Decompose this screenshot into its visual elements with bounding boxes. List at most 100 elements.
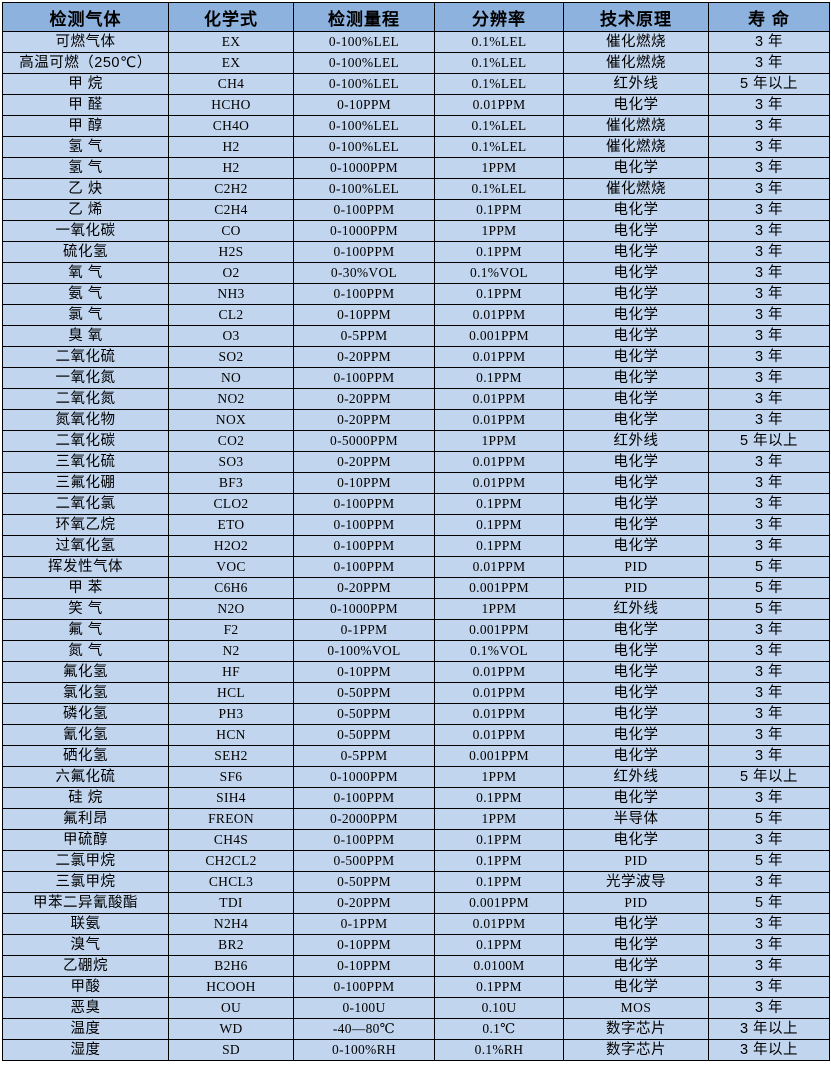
cell-range: 0-100PPM <box>293 514 435 536</box>
cell-gas: 氰化氢 <box>2 724 169 746</box>
cell-formula: BF3 <box>168 472 294 494</box>
cell-formula: SD <box>168 1039 294 1061</box>
cell-range: 0-100%LEL <box>293 115 435 137</box>
table-row: 臭 氧 O3 0-5PPM 0.001PPM 电化学 3 年 <box>2 325 830 347</box>
cell-gas: 一氧化氮 <box>2 367 169 389</box>
cell-range: 0-1000PPM <box>293 766 435 788</box>
table-row: 硒化氢 SEH2 0-5PPM 0.001PPM 电化学 3 年 <box>2 745 830 767</box>
cell-life: 3 年 <box>708 514 830 536</box>
column-header-gas: 检测气体 <box>2 2 169 32</box>
cell-res: 0.1PPM <box>434 787 564 809</box>
cell-life: 3 年 <box>708 94 830 116</box>
cell-tech: PID <box>563 577 709 599</box>
cell-life: 3 年 <box>708 346 830 368</box>
table-row: 一氧化氮 NO 0-100PPM 0.1PPM 电化学 3 年 <box>2 367 830 389</box>
table-row: 三氧化硫 SO3 0-20PPM 0.01PPM 电化学 3 年 <box>2 451 830 473</box>
cell-life: 5 年 <box>708 892 830 914</box>
cell-gas: 氢 气 <box>2 136 169 158</box>
cell-life: 3 年 <box>708 409 830 431</box>
cell-life: 3 年 <box>708 619 830 641</box>
cell-range: 0-100%LEL <box>293 52 435 74</box>
table-header-row: 检测气体 化学式 检测量程 分辨率 技术原理 寿 命 <box>2 2 830 32</box>
table-row: 高温可燃（250℃） EX 0-100%LEL 0.1%LEL 催化燃烧 3 年 <box>2 52 830 74</box>
cell-gas: 恶臭 <box>2 997 169 1019</box>
cell-tech: 电化学 <box>563 724 709 746</box>
cell-gas: 氨 气 <box>2 283 169 305</box>
cell-res: 0.01PPM <box>434 451 564 473</box>
cell-res: 0.1%LEL <box>434 73 564 95</box>
cell-tech: 电化学 <box>563 934 709 956</box>
table-row: 笑 气 N2O 0-1000PPM 1PPM 红外线 5 年 <box>2 598 830 620</box>
cell-tech: PID <box>563 556 709 578</box>
table-row: 挥发性气体 VOC 0-100PPM 0.01PPM PID 5 年 <box>2 556 830 578</box>
cell-gas: 六氟化硫 <box>2 766 169 788</box>
cell-gas: 氯化氢 <box>2 682 169 704</box>
cell-range: 0-100%LEL <box>293 178 435 200</box>
cell-range: 0-20PPM <box>293 577 435 599</box>
cell-res: 0.10U <box>434 997 564 1019</box>
cell-res: 0.1%LEL <box>434 115 564 137</box>
cell-range: 0-5000PPM <box>293 430 435 452</box>
cell-tech: PID <box>563 850 709 872</box>
cell-gas: 甲 苯 <box>2 577 169 599</box>
cell-tech: 电化学 <box>563 388 709 410</box>
cell-tech: 电化学 <box>563 346 709 368</box>
cell-range: 0-100PPM <box>293 556 435 578</box>
cell-res: 0.01PPM <box>434 556 564 578</box>
cell-res: 0.1PPM <box>434 535 564 557</box>
cell-formula: HCN <box>168 724 294 746</box>
cell-formula: CHCL3 <box>168 871 294 893</box>
cell-tech: 半导体 <box>563 808 709 830</box>
table-row: 氮 气 N2 0-100%VOL 0.1%VOL 电化学 3 年 <box>2 640 830 662</box>
cell-tech: 电化学 <box>563 241 709 263</box>
cell-formula: H2 <box>168 136 294 158</box>
cell-life: 3 年 <box>708 241 830 263</box>
cell-gas: 甲 醛 <box>2 94 169 116</box>
cell-tech: 电化学 <box>563 955 709 977</box>
cell-range: 0-100PPM <box>293 199 435 221</box>
cell-life: 3 年 <box>708 493 830 515</box>
cell-formula: PH3 <box>168 703 294 725</box>
cell-formula: HCOOH <box>168 976 294 998</box>
cell-range: 0-1000PPM <box>293 598 435 620</box>
cell-res: 0.01PPM <box>434 661 564 683</box>
cell-res: 0.1%VOL <box>434 640 564 662</box>
cell-range: 0-100PPM <box>293 787 435 809</box>
cell-range: 0-50PPM <box>293 703 435 725</box>
table-row: 一氧化碳 CO 0-1000PPM 1PPM 电化学 3 年 <box>2 220 830 242</box>
cell-range: 0-10PPM <box>293 472 435 494</box>
cell-gas: 氟利昂 <box>2 808 169 830</box>
cell-range: 0-20PPM <box>293 892 435 914</box>
cell-life: 3 年以上 <box>708 1018 830 1040</box>
cell-gas: 甲硫醇 <box>2 829 169 851</box>
cell-range: 0-1000PPM <box>293 157 435 179</box>
cell-gas: 乙 烯 <box>2 199 169 221</box>
cell-range: 0-100%RH <box>293 1039 435 1061</box>
cell-res: 0.01PPM <box>434 472 564 494</box>
table-row: 甲 醇 CH4O 0-100%LEL 0.1%LEL 催化燃烧 3 年 <box>2 115 830 137</box>
cell-tech: 电化学 <box>563 661 709 683</box>
table-row: 乙 烯 C2H4 0-100PPM 0.1PPM 电化学 3 年 <box>2 199 830 221</box>
cell-range: 0-20PPM <box>293 388 435 410</box>
cell-res: 0.01PPM <box>434 409 564 431</box>
cell-gas: 挥发性气体 <box>2 556 169 578</box>
cell-gas: 二氧化硫 <box>2 346 169 368</box>
cell-life: 3 年 <box>708 31 830 53</box>
cell-life: 5 年 <box>708 850 830 872</box>
cell-res: 1PPM <box>434 430 564 452</box>
cell-tech: MOS <box>563 997 709 1019</box>
cell-life: 5 年 <box>708 598 830 620</box>
cell-range: 0-1PPM <box>293 913 435 935</box>
cell-tech: 催化燃烧 <box>563 31 709 53</box>
cell-res: 0.1℃ <box>434 1018 564 1040</box>
cell-life: 3 年 <box>708 787 830 809</box>
table-row: 三氟化硼 BF3 0-10PPM 0.01PPM 电化学 3 年 <box>2 472 830 494</box>
table-row: 氨 气 NH3 0-100PPM 0.1PPM 电化学 3 年 <box>2 283 830 305</box>
cell-tech: 光学波导 <box>563 871 709 893</box>
cell-tech: 电化学 <box>563 220 709 242</box>
cell-tech: 数字芯片 <box>563 1018 709 1040</box>
table-row: 可燃气体 EX 0-100%LEL 0.1%LEL 催化燃烧 3 年 <box>2 31 830 53</box>
cell-formula: NO <box>168 367 294 389</box>
table-row: 乙 炔 C2H2 0-100%LEL 0.1%LEL 催化燃烧 3 年 <box>2 178 830 200</box>
